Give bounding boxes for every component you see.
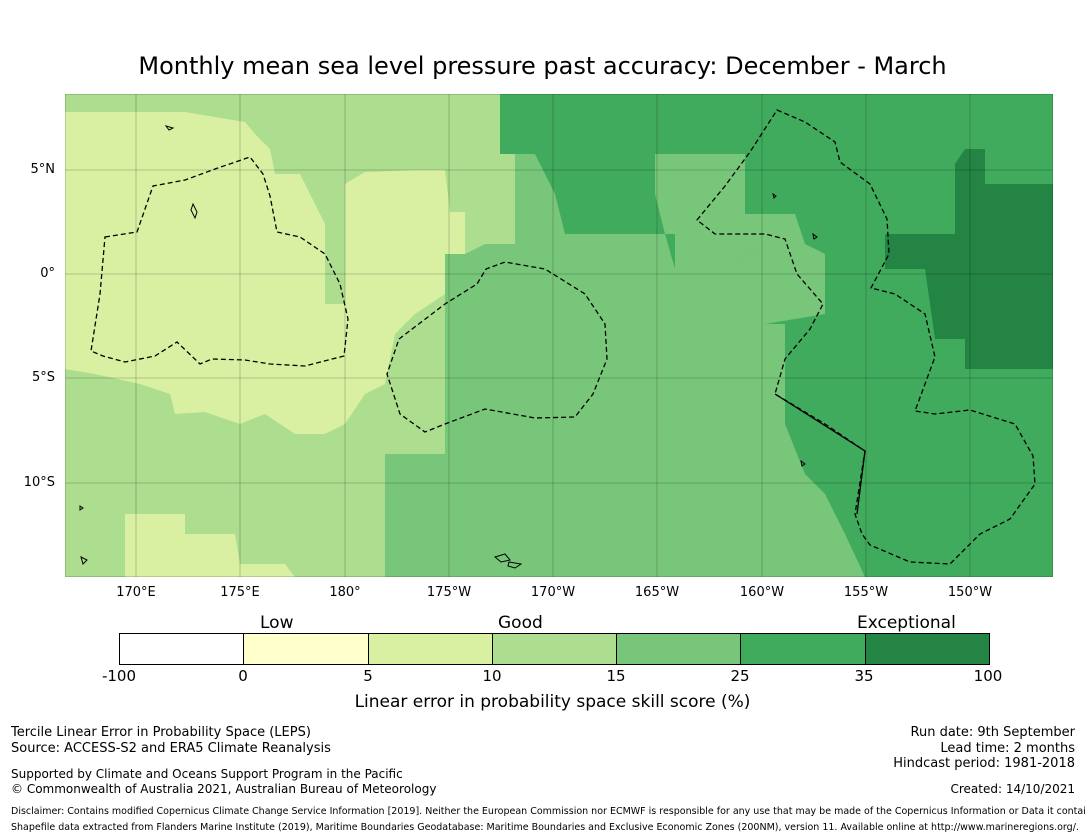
colorbar-tick: 35 [854,667,874,685]
colorbar-segment [864,634,989,664]
lon-label-160w: 160°W [739,585,785,600]
colorbar [119,633,990,665]
footer-supported: Supported by Climate and Oceans Support … [11,767,403,781]
colorbar-category-low: Low [260,613,294,633]
lat-label-5n: 5°N [30,162,56,177]
region-medium-east-pocket [655,154,825,324]
lon-label-165w: 165°W [634,585,680,600]
footer-lead-time: Lead time: 2 months [940,741,1075,756]
colorbar-label: Linear error in probability space skill … [354,692,751,712]
lat-label-0: 0° [40,266,55,281]
footer-leps: Tercile Linear Error in Probability Spac… [11,725,311,740]
lon-label-170e: 170°E [116,585,156,600]
footer-run-date: Run date: 9th September [910,725,1075,740]
skill-map [65,94,1053,577]
colorbar-tick: 10 [482,667,502,685]
lon-label-175w: 175°W [426,585,472,600]
colorbar-tick: -100 [101,667,137,685]
colorbar-segment [616,634,741,664]
lat-label-5s: 5°S [31,370,55,385]
footer-copyright: © Commonwealth of Australia 2021, Austra… [11,782,437,796]
region-good-central [385,234,785,577]
colorbar-category-exceptional: Exceptional [857,613,956,633]
islands [79,125,818,569]
region-low-south [125,514,295,577]
colorbar-tick: 15 [606,667,626,685]
lat-label-10s: 10°S [23,475,55,490]
colorbar-tick: 100 [973,667,1003,685]
lon-label-170w: 170°W [530,585,576,600]
footer-created: Created: 14/10/2021 [950,782,1075,796]
region-tile [500,94,545,112]
region-good-east [500,94,1053,577]
colorbar-segment [740,634,865,664]
lon-label-155w: 155°W [843,585,889,600]
footer-source: Source: ACCESS-S2 and ERA5 Climate Reana… [11,741,331,756]
colorbar-tick: 25 [730,667,750,685]
colorbar-segment [243,634,368,664]
skill-map-canvas [65,94,1053,577]
lon-label-150w: 150°W [947,585,993,600]
eez-boundaries [90,109,1036,565]
lon-label-180: 180° [329,585,361,600]
colorbar-tick: 0 [238,667,248,685]
footer-shapefile: Shapefile data extracted from Flanders M… [11,822,1079,833]
footer-hindcast: Hindcast period: 1981-2018 [893,756,1075,771]
eez-line-islands [696,109,1036,565]
graticule [65,94,1053,577]
footer-disclaimer: Disclaimer: Contains modified Copernicus… [11,806,1085,817]
colorbar-segment [491,634,617,664]
colorbar-category-good: Good [498,613,543,633]
region-exceptional [885,149,1053,369]
region-low-west [65,112,465,434]
lon-label-175e: 175°E [220,585,260,600]
colorbar-tick: 5 [363,667,373,685]
page-title: Monthly mean sea level pressure past acc… [138,52,947,80]
eez-solid-boundary [774,393,866,515]
colorbar-segment [120,634,244,664]
colorbar-segment [367,634,492,664]
